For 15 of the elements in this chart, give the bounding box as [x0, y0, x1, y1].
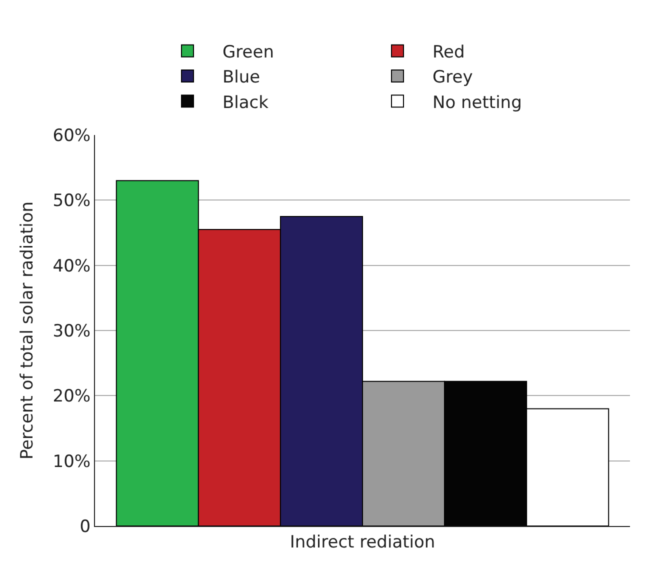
legend-label: Green — [222, 42, 274, 63]
y-tick-label: 60% — [52, 126, 91, 146]
legend-label: No netting — [432, 92, 522, 113]
legend-label: Red — [432, 42, 465, 63]
legend-label: Blue — [222, 68, 260, 88]
legend-label: Grey — [432, 68, 473, 88]
y-tick-label: 10% — [52, 452, 91, 472]
y-tick-label: 0 — [80, 516, 91, 537]
legend-label: Black — [222, 92, 269, 113]
y-tick-label: 40% — [52, 256, 91, 276]
y-tick-label: 20% — [52, 386, 91, 407]
y-tick-label: 30% — [52, 321, 91, 342]
y-axis-title: Percent of total solar radiation — [17, 201, 38, 460]
x-tick-label: Indirect rediation — [290, 532, 436, 552]
y-tick-label: 50% — [52, 191, 91, 212]
